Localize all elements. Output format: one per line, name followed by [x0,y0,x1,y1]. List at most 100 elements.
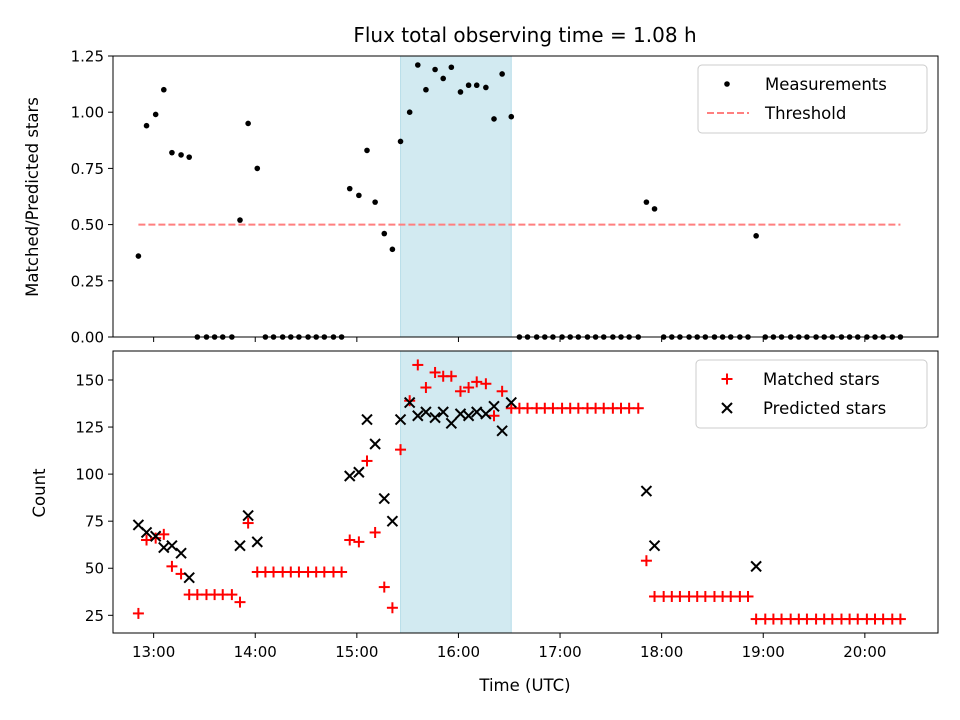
matched-star-point [488,410,500,422]
top-panel: 0.00 0.25 0.50 0.75 1.00 1.25 Matched/Predict… [23,48,939,347]
measurement-point [415,62,421,68]
measurement-point [643,199,650,205]
bottom-highlight-span [400,350,512,634]
matched-star-point [463,382,475,394]
bottom-y-ticks: 25 50 75 100 125 150 [75,371,113,625]
matched-star-point [420,382,432,394]
legend-predicted-marker [721,402,733,414]
predicted-star-point [378,492,390,505]
matched-star-point [150,532,162,544]
measurement-point [406,109,413,115]
predicted-star-point [471,406,483,418]
matched-star-point [378,581,390,593]
measurement-point [397,138,404,145]
predicted-star-point [353,466,365,478]
predicted-star-point [344,470,356,482]
x-tick-label: 20:00 [843,643,886,661]
bottom-y-tick-label: 125 [75,419,104,437]
x-tick-label: 14:00 [234,643,277,661]
measurement-point [372,199,378,205]
matched-star-point [429,366,441,378]
measurement-point [178,152,184,158]
matched-star-point [158,528,170,540]
matched-star-point [336,566,348,578]
bottom-y-tick-label: 50 [85,560,104,578]
measurement-point [499,71,505,77]
predicted-star-point [183,571,195,584]
predicted-star-point [361,413,373,426]
measurement-point [135,253,142,259]
measurement-point [465,82,472,89]
matched-star-point [226,589,238,601]
predicted-star-point [488,400,500,413]
bottom-legend-box [695,359,928,429]
predicted-star-point [454,408,467,420]
predicted-star-point [420,406,432,418]
matched-star-point [640,555,652,567]
measurement-point [237,217,243,223]
top-y-tick-label: 0.75 [71,160,104,178]
top-axes-frame [112,55,939,338]
predicted-star-point [445,417,458,429]
measurement-point [186,154,193,160]
top-legend-box [697,64,928,134]
bottom-y-tick-label: 25 [85,607,104,625]
predicted-star-point [429,411,441,424]
measurement-point [152,111,159,118]
top-y-tick-label: 0.50 [71,216,104,234]
top-legend: Measurements Threshold [697,64,928,134]
matched-star-point [386,602,398,614]
matched-star-point [471,376,483,388]
measurement-point [381,230,388,237]
matched-star-point [344,534,356,546]
matched-star-point [353,536,365,548]
matched-star-point [369,526,381,538]
x-tick-label: 18:00 [640,643,683,661]
predicted-star-point [750,560,762,573]
matched-star-point [395,444,407,456]
matched-star-point [742,590,754,602]
legend-matched-marker [721,373,733,385]
x-tick-label: 13:00 [132,643,175,661]
predicted-star-point [251,536,263,548]
matched-stars-points [132,359,906,625]
matched-star-point [496,385,508,397]
legend-matched-label: Matched stars [763,370,880,389]
predicted-star-point [242,509,254,522]
bottom-axes-frame [112,350,939,634]
measurement-point [457,89,464,95]
top-y-axis-label: Matched/Predicted stars [23,97,42,297]
matched-star-point [894,613,906,625]
measurement-point [440,75,447,82]
top-y-ticks: 0.00 0.25 0.50 0.75 1.00 1.25 [71,48,113,347]
x-axis-label: Time (UTC) [478,676,570,695]
predicted-star-point [412,410,424,422]
x-tick-label: 16:00 [437,643,480,661]
top-x-ticks [153,337,866,342]
matched-star-point [454,385,466,397]
measurement-point [651,206,658,212]
matched-star-point [132,607,144,619]
legend-threshold-label: Threshold [764,104,846,123]
matched-star-point [480,378,492,390]
predicted-star-point [234,539,246,552]
predicted-star-point [640,485,653,497]
legend-predicted-label: Predicted stars [763,399,886,418]
top-y-tick-label: 0.25 [71,272,104,290]
measurement-point [473,82,480,89]
matched-star-point [234,596,246,608]
measurement-point [483,84,489,91]
predicted-star-point [175,547,187,559]
matched-star-point [632,402,644,414]
predicted-star-point [648,539,661,552]
bottom-legend: Matched stars Predicted stars [695,359,928,429]
measurement-point [356,192,362,199]
x-tick-label: 19:00 [742,643,785,661]
legend-measurements-label: Measurements [765,75,887,94]
measurement-point [432,66,438,73]
bottom-panel: 13:00 14:00 15:00 16:00 17:00 18:00 19:00 20:00… [30,350,939,695]
predicted-star-point [437,406,449,418]
measurement-point [245,120,251,127]
measurement-point [161,86,167,93]
measurement-point [364,147,370,154]
